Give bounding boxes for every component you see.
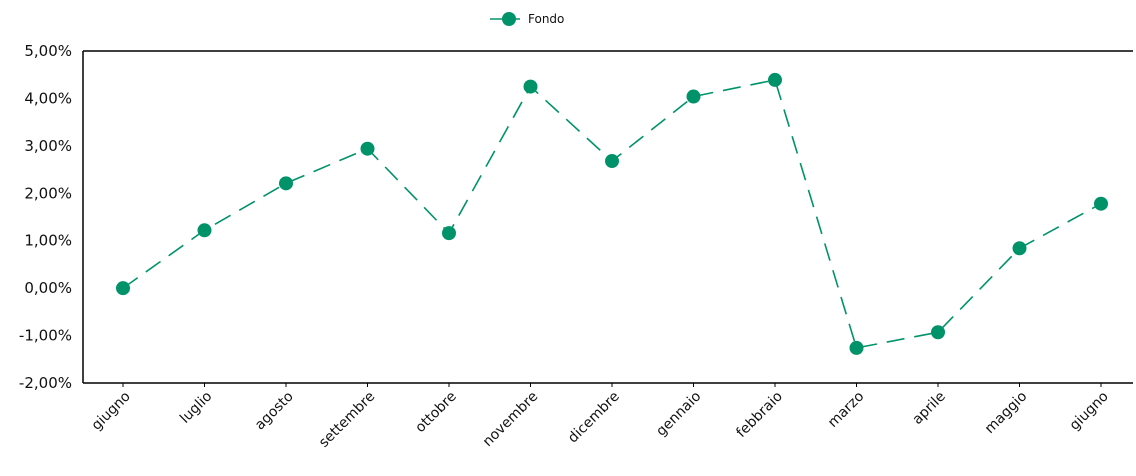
y-tick-label: 4,00% [24, 89, 72, 107]
data-point[interactable] [1094, 196, 1108, 211]
x-tick-label: giugno [89, 389, 134, 434]
series-layer [116, 72, 1108, 355]
y-tick-label: 3,00% [24, 137, 72, 155]
data-point[interactable] [686, 89, 701, 104]
data-point[interactable] [442, 226, 456, 241]
data-point[interactable] [116, 281, 130, 296]
y-tick-label: 0,00% [24, 279, 72, 297]
data-point[interactable] [1012, 241, 1027, 256]
y-tick-label: 2,00% [24, 184, 72, 202]
x-tick-label: settembre [316, 389, 378, 451]
x-tick-label: gennaio [653, 389, 704, 440]
data-point[interactable] [931, 325, 945, 340]
y-tick-label: -1,00% [19, 327, 72, 345]
x-tick-label: maggio [982, 389, 1030, 437]
x-ticks: giugno luglio agosto settembre ottobre novemb… [89, 383, 1112, 451]
legend-marker-swatch [502, 12, 516, 26]
data-point[interactable] [849, 340, 864, 355]
y-ticks: 5,00% 4,00% 3,00% 2,00% 1,00% 0,00% -1,00% -2,0… [19, 42, 72, 392]
x-tick-label: aprile [909, 389, 948, 428]
x-tick-label: novembre [480, 389, 541, 450]
legend: Fondo [490, 12, 564, 26]
x-tick-label: marzo [825, 389, 867, 431]
data-point[interactable] [279, 176, 293, 191]
data-point[interactable] [197, 223, 212, 238]
axes: 5,00% 4,00% 3,00% 2,00% 1,00% 0,00% -1,00% -2,0… [19, 42, 1133, 451]
data-point[interactable] [360, 141, 375, 156]
legend-label-fondo: Fondo [528, 12, 564, 26]
x-tick-label: luglio [177, 389, 215, 427]
x-tick-label: agosto [252, 389, 297, 434]
data-point[interactable] [768, 72, 782, 87]
x-tick-label: giugno [1067, 389, 1112, 434]
y-tick-label: -2,00% [19, 374, 72, 392]
x-tick-label: ottobre [412, 389, 459, 436]
y-tick-label: 5,00% [24, 42, 72, 60]
data-point[interactable] [523, 79, 538, 94]
data-point[interactable] [605, 154, 619, 169]
y-tick-label: 1,00% [24, 232, 72, 250]
series-line-fondo [122, 79, 1102, 349]
x-tick-label: febbraio [733, 389, 785, 441]
x-tick-label: dicembre [565, 389, 623, 447]
